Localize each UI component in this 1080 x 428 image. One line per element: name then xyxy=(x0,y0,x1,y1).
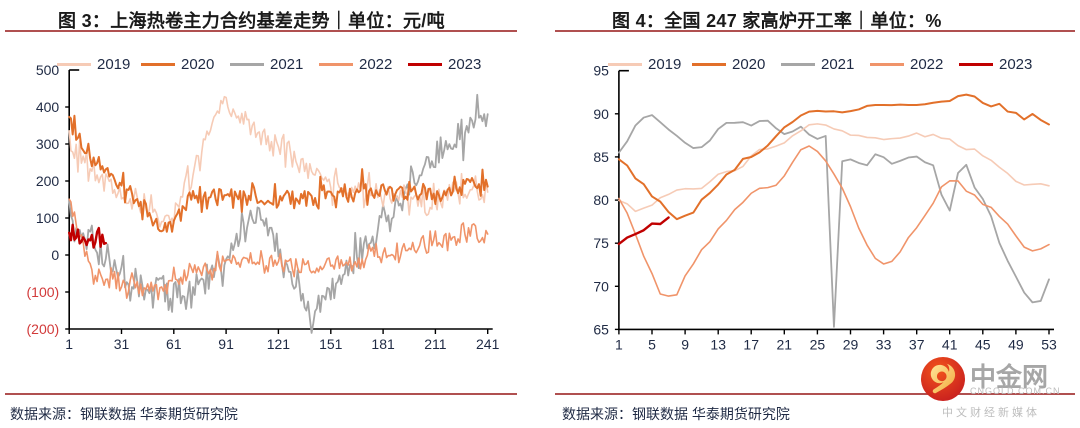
svg-text:75: 75 xyxy=(593,235,609,251)
svg-text:37: 37 xyxy=(909,336,925,352)
svg-text:31: 31 xyxy=(114,336,130,352)
svg-text:211: 211 xyxy=(424,336,447,352)
svg-text:53: 53 xyxy=(1041,336,1057,352)
svg-text:90: 90 xyxy=(593,106,609,122)
svg-text:29: 29 xyxy=(843,336,859,352)
svg-text:33: 33 xyxy=(876,336,892,352)
svg-text:80: 80 xyxy=(593,192,609,208)
svg-text:17: 17 xyxy=(743,336,759,352)
svg-text:400: 400 xyxy=(36,99,60,115)
svg-text:13: 13 xyxy=(710,336,726,352)
svg-text:49: 49 xyxy=(1008,336,1024,352)
svg-text:241: 241 xyxy=(476,336,500,352)
svg-text:500: 500 xyxy=(36,62,60,78)
svg-text:151: 151 xyxy=(319,336,343,352)
svg-text:300: 300 xyxy=(36,136,60,152)
svg-text:5: 5 xyxy=(648,336,656,352)
svg-text:25: 25 xyxy=(810,336,826,352)
svg-text:0: 0 xyxy=(51,247,59,263)
svg-text:CNGOLD.COM.CN: CNGOLD.COM.CN xyxy=(970,386,1061,396)
svg-text:(200): (200) xyxy=(27,321,60,337)
svg-text:61: 61 xyxy=(166,336,182,352)
svg-text:45: 45 xyxy=(975,336,991,352)
svg-text:121: 121 xyxy=(267,336,291,352)
svg-text:41: 41 xyxy=(942,336,958,352)
svg-text:65: 65 xyxy=(593,321,609,337)
svg-text:9: 9 xyxy=(681,336,689,352)
svg-text:1: 1 xyxy=(65,336,73,352)
svg-text:91: 91 xyxy=(218,336,234,352)
svg-text:70: 70 xyxy=(593,278,609,294)
svg-text:85: 85 xyxy=(593,149,609,165)
svg-text:21: 21 xyxy=(777,336,793,352)
svg-text:1: 1 xyxy=(615,336,623,352)
svg-text:181: 181 xyxy=(371,336,395,352)
svg-text:(100): (100) xyxy=(27,284,60,300)
svg-text:95: 95 xyxy=(593,63,609,79)
svg-text:100: 100 xyxy=(36,210,60,226)
svg-text:200: 200 xyxy=(36,173,60,189)
